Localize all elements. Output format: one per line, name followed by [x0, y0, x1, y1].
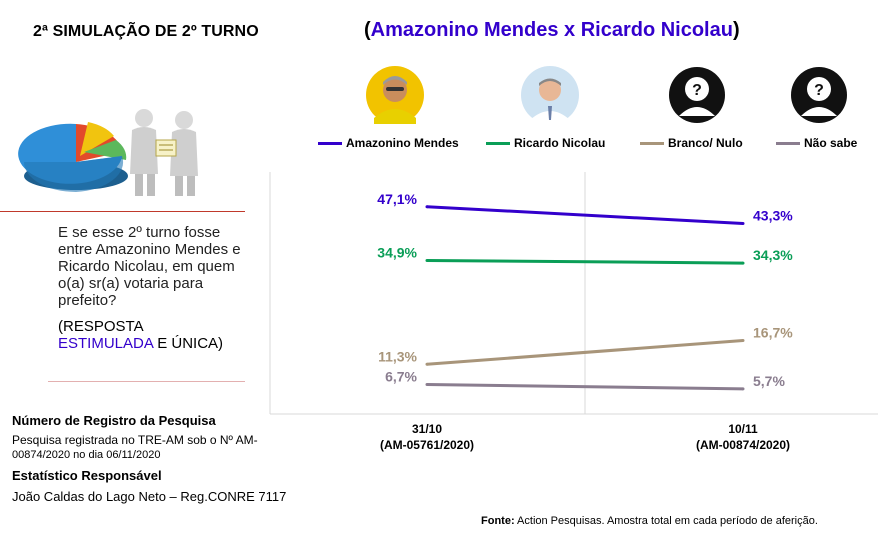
legend-swatch: [486, 141, 510, 145]
matchup-close-paren: ): [732, 19, 740, 41]
legend-item-ricardo: Ricardo Nicolau: [486, 136, 605, 150]
registration-date: 00874/2020 no dia 06/11/2020: [12, 449, 161, 461]
data-point: [741, 221, 745, 225]
divider: [0, 211, 245, 212]
legend-label: Ricardo Nicolau: [514, 136, 606, 150]
matchup-names: Amazonino Mendes x Ricardo Nicolau: [370, 19, 733, 41]
data-point: [741, 261, 745, 265]
data-point: [425, 205, 429, 209]
data-label: 5,7%: [753, 373, 785, 389]
unknown-person-icon: ?: [791, 67, 847, 123]
data-label: 43,3%: [753, 207, 793, 223]
series-line: [426, 383, 744, 391]
legend-item-amazonino: Amazonino Mendes: [318, 136, 459, 150]
data-point: [425, 258, 429, 262]
data-label: 16,7%: [753, 325, 793, 341]
x-tick-label: (AM-05761/2020): [380, 438, 474, 452]
legend-label: Amazonino Mendes: [346, 136, 459, 150]
data-point: [741, 387, 745, 391]
data-label: 11,3%: [378, 348, 417, 364]
legend-label: Branco/ Nulo: [668, 136, 743, 150]
data-label: 47,1%: [377, 191, 417, 207]
registration-title: Número de Registro da Pesquisa: [12, 413, 216, 428]
survey-question: E se esse 2º turno fosse entre Amazonino…: [58, 224, 241, 309]
answer-bold-response: RESPOSTA: [63, 318, 144, 335]
source-note: Fonte: Action Pesquisas. Amostra total e…: [481, 515, 818, 527]
statistician-name: João Caldas do Lago Neto – Reg.CONRE 711…: [12, 489, 287, 504]
candidate-photo-icon: [521, 66, 579, 124]
series-line: [426, 339, 744, 366]
pie-chart-illustration-icon: [18, 109, 198, 196]
divider: [48, 381, 245, 382]
source-label: Fonte:: [481, 515, 515, 527]
answer-type-note: (RESPOSTA ESTIMULADA E ÚNICA): [58, 318, 258, 352]
legend-item-branco-nulo: Branco/ Nulo: [640, 136, 743, 150]
svg-text:?: ?: [692, 82, 702, 99]
matchup-open-paren: (: [364, 19, 371, 41]
x-tick-label: 31/10: [412, 422, 442, 436]
legend-item-nao-sabe: Não sabe: [776, 136, 857, 150]
data-label: 6,7%: [385, 369, 417, 385]
data-label: 34,9%: [377, 244, 417, 260]
answer-stimulated: ESTIMULADA: [58, 335, 154, 352]
data-point: [425, 362, 429, 366]
source-text: Action Pesquisas. Amostra total em cada …: [514, 515, 818, 527]
statistician-title: Estatístico Responsável: [12, 468, 162, 483]
unknown-person-icon: ?: [669, 67, 725, 123]
data-point: [425, 383, 429, 387]
answer-close-paren: ): [218, 335, 224, 352]
registration-text: Pesquisa registrada no TRE-AM sob o Nº A…: [12, 433, 258, 447]
answer-open-paren: (: [58, 318, 63, 335]
x-tick-label: 10/11: [728, 422, 758, 436]
x-tick-label: (AM-00874/2020): [696, 438, 790, 452]
chart-legend: Amazonino Mendes Ricardo Nicolau Branco/…: [318, 136, 878, 152]
data-label: 34,3%: [753, 247, 793, 263]
data-point: [741, 339, 745, 343]
series-line: [426, 205, 744, 225]
svg-text:?: ?: [814, 82, 824, 99]
legend-swatch: [318, 141, 342, 145]
series-line: [426, 258, 744, 265]
answer-bold-unique: E ÚNICA: [153, 335, 219, 352]
legend-swatch: [776, 141, 800, 145]
page-title: 2ª SIMULAÇÃO DE 2º TURNO: [33, 23, 259, 40]
matchup-title: (Amazonino Mendes x Ricardo Nicolau): [364, 19, 740, 42]
legend-swatch: [640, 141, 664, 145]
legend-label: Não sabe: [804, 136, 858, 150]
candidate-photo-icon: [366, 66, 424, 124]
